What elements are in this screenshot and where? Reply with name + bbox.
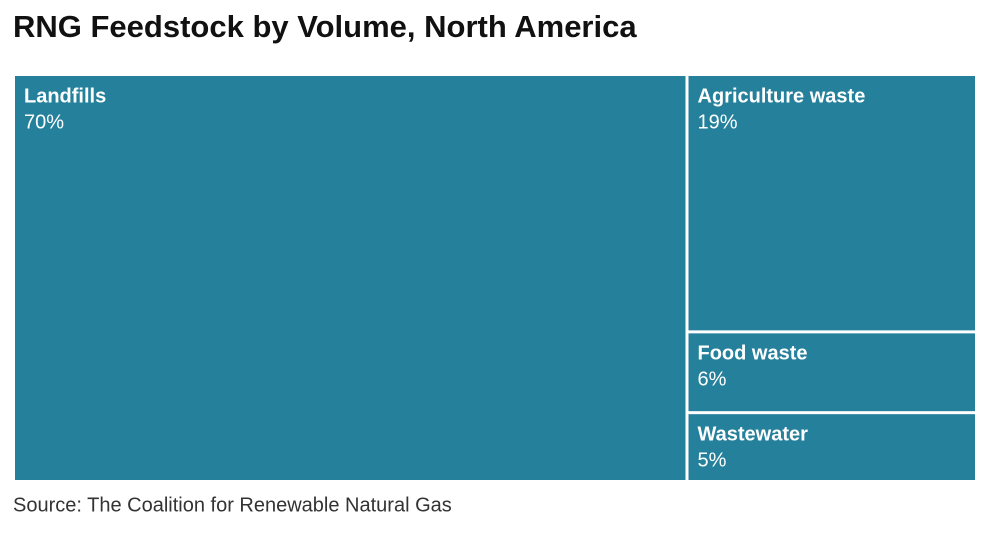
tile — [688, 333, 975, 412]
tile-label: Wastewater — [698, 423, 809, 445]
tile-value: 5% — [698, 449, 727, 471]
tile-label: Food waste — [698, 343, 808, 365]
tile-label: Agriculture waste — [698, 85, 866, 107]
tile-value: 70% — [24, 111, 64, 133]
tile-value: 19% — [698, 111, 738, 133]
tile — [15, 76, 686, 480]
chart-title: RNG Feedstock by Volume, North America — [13, 9, 637, 44]
tile — [688, 76, 975, 331]
tile — [688, 414, 975, 480]
tile-value: 6% — [698, 369, 727, 391]
source: Source: The Coalition for Renewable Natu… — [13, 494, 452, 516]
tile-label: Landfills — [24, 85, 106, 107]
